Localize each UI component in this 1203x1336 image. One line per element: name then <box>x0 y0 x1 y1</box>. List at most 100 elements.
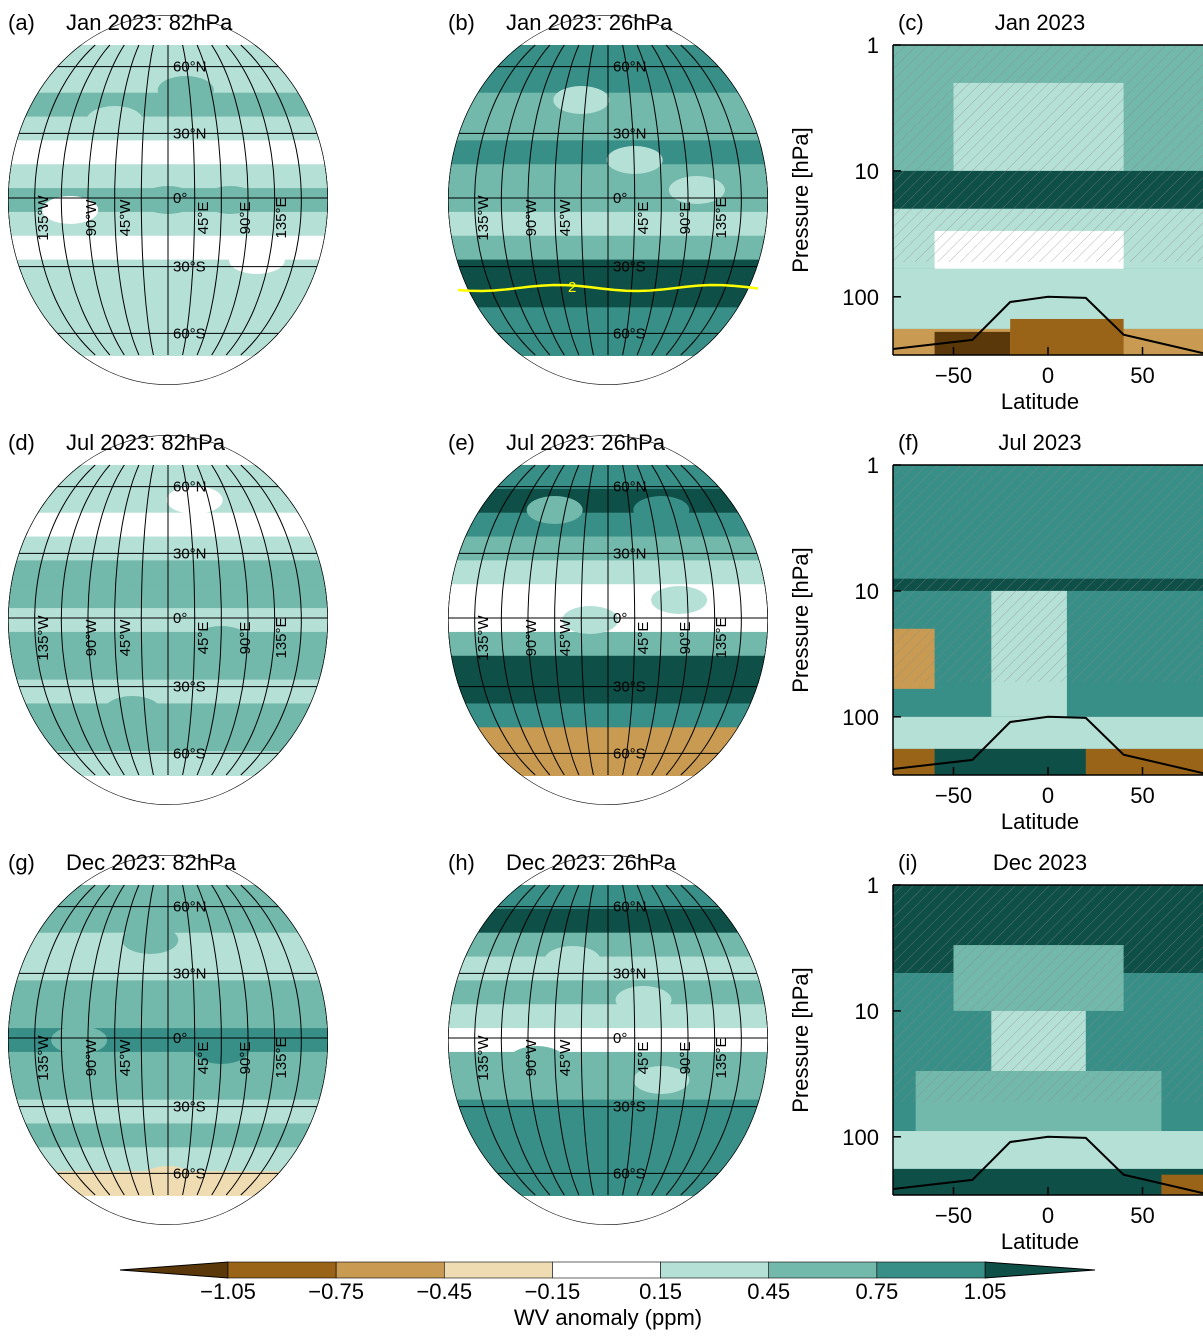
map-band <box>448 560 768 586</box>
y-tick-label: 100 <box>842 285 879 310</box>
meridian <box>622 44 636 356</box>
meridian <box>474 464 536 776</box>
y-tick-label: 1 <box>867 453 879 478</box>
map-band <box>448 536 768 562</box>
map-band <box>8 956 328 982</box>
panel-title: Jul 2023: 26hPa <box>506 430 666 455</box>
map-band <box>448 932 768 958</box>
meridian <box>87 44 125 356</box>
meridian <box>87 464 125 776</box>
x-tick-label: 50 <box>1130 1203 1154 1228</box>
map-blob <box>633 496 690 524</box>
panel-label: (i) <box>898 850 918 875</box>
map-band <box>8 703 328 729</box>
meridian-label: 45°E <box>635 622 652 655</box>
map-band <box>448 512 768 538</box>
map-band <box>448 885 768 910</box>
parallel-label: 60°N <box>613 59 647 76</box>
meridian <box>114 44 140 356</box>
meridian <box>87 884 125 1196</box>
panel-label: (h) <box>448 850 475 875</box>
map-band <box>448 488 768 514</box>
meridian-label: 45°W <box>117 1039 134 1077</box>
contour-field <box>893 465 1203 775</box>
meridian <box>211 884 249 1196</box>
x-tick-label: 0 <box>1042 1203 1054 1228</box>
meridian <box>60 884 111 1196</box>
meridian <box>114 464 140 776</box>
meridian-label: 45°W <box>117 199 134 237</box>
parallel-label: 0° <box>173 610 187 627</box>
hatch <box>893 465 1203 682</box>
map-blob <box>633 1066 690 1094</box>
meridian-label: 90°E <box>677 1042 694 1075</box>
parallel-label: 60°N <box>613 479 647 496</box>
y-tick-label: 10 <box>855 579 879 604</box>
meridian <box>665 44 716 356</box>
meridian <box>240 884 302 1196</box>
colorbar-tick-label: −0.75 <box>308 1279 364 1304</box>
contour-label: 2 <box>568 279 576 296</box>
parallel-label: 60°N <box>173 899 207 916</box>
meridian <box>680 884 742 1196</box>
parallel-label: 30°N <box>613 125 647 142</box>
meridian-label: 135°W <box>475 195 492 241</box>
meridian <box>60 464 111 776</box>
meridian <box>622 464 636 776</box>
panel-label: (b) <box>448 10 475 35</box>
panel-title: Jul 2023 <box>998 430 1081 455</box>
colorbar-segment <box>227 1261 337 1279</box>
meridian-label: 90°W <box>523 619 540 657</box>
meridian <box>182 464 196 776</box>
map-blob <box>228 246 285 274</box>
map-band <box>8 584 328 610</box>
colorbar-tick-label: 0.45 <box>747 1279 790 1304</box>
meridian <box>651 44 689 356</box>
meridian <box>665 884 716 1196</box>
map-band <box>448 307 768 333</box>
meridian <box>554 44 580 356</box>
tropopause <box>893 715 1203 775</box>
meridian <box>580 884 594 1196</box>
meridian-label: 90°W <box>83 619 100 657</box>
map-band <box>8 140 328 166</box>
meridian <box>554 884 580 1196</box>
meridian-label: 45°W <box>557 199 574 237</box>
x-tick-label: 0 <box>1042 363 1054 388</box>
meridian-label: 90°E <box>677 622 694 655</box>
map-blob <box>42 196 99 224</box>
map-band <box>8 45 328 70</box>
map-band <box>448 259 768 285</box>
meridian <box>622 884 636 1196</box>
map-band <box>8 307 328 333</box>
meridian-label: 135°W <box>475 1035 492 1081</box>
tropopause <box>893 1135 1203 1195</box>
parallel-label: 60°S <box>613 745 646 762</box>
meridian <box>665 464 716 776</box>
map-blob <box>51 1026 108 1054</box>
map-blob <box>615 986 672 1014</box>
meridian-label: 90°W <box>523 199 540 237</box>
meridian-label: 90°W <box>523 1039 540 1077</box>
panel-label: (d) <box>8 430 35 455</box>
parallel-label: 30°N <box>613 545 647 562</box>
y-tick-label: 100 <box>842 1125 879 1150</box>
meridian-label: 90°E <box>237 202 254 235</box>
tropopause <box>893 295 1203 355</box>
meridian-label: 45°E <box>195 1042 212 1075</box>
y-tick-label: 10 <box>855 159 879 184</box>
colorbar-tick-label: −1.05 <box>200 1279 256 1304</box>
meridian <box>211 44 249 356</box>
meridian <box>651 884 689 1196</box>
parallel-label: 30°N <box>173 965 207 982</box>
parallel-label: 0° <box>613 1030 627 1047</box>
map-band <box>448 727 768 753</box>
meridian <box>500 464 551 776</box>
map-field <box>448 884 768 1196</box>
map-band <box>448 908 768 934</box>
hatch <box>893 885 1203 1102</box>
panel-title: Jan 2023: 82hPa <box>66 10 233 35</box>
x-axis-label: Latitude <box>1001 809 1079 834</box>
colorbar-extend <box>984 1261 1096 1279</box>
map-band <box>8 512 328 538</box>
